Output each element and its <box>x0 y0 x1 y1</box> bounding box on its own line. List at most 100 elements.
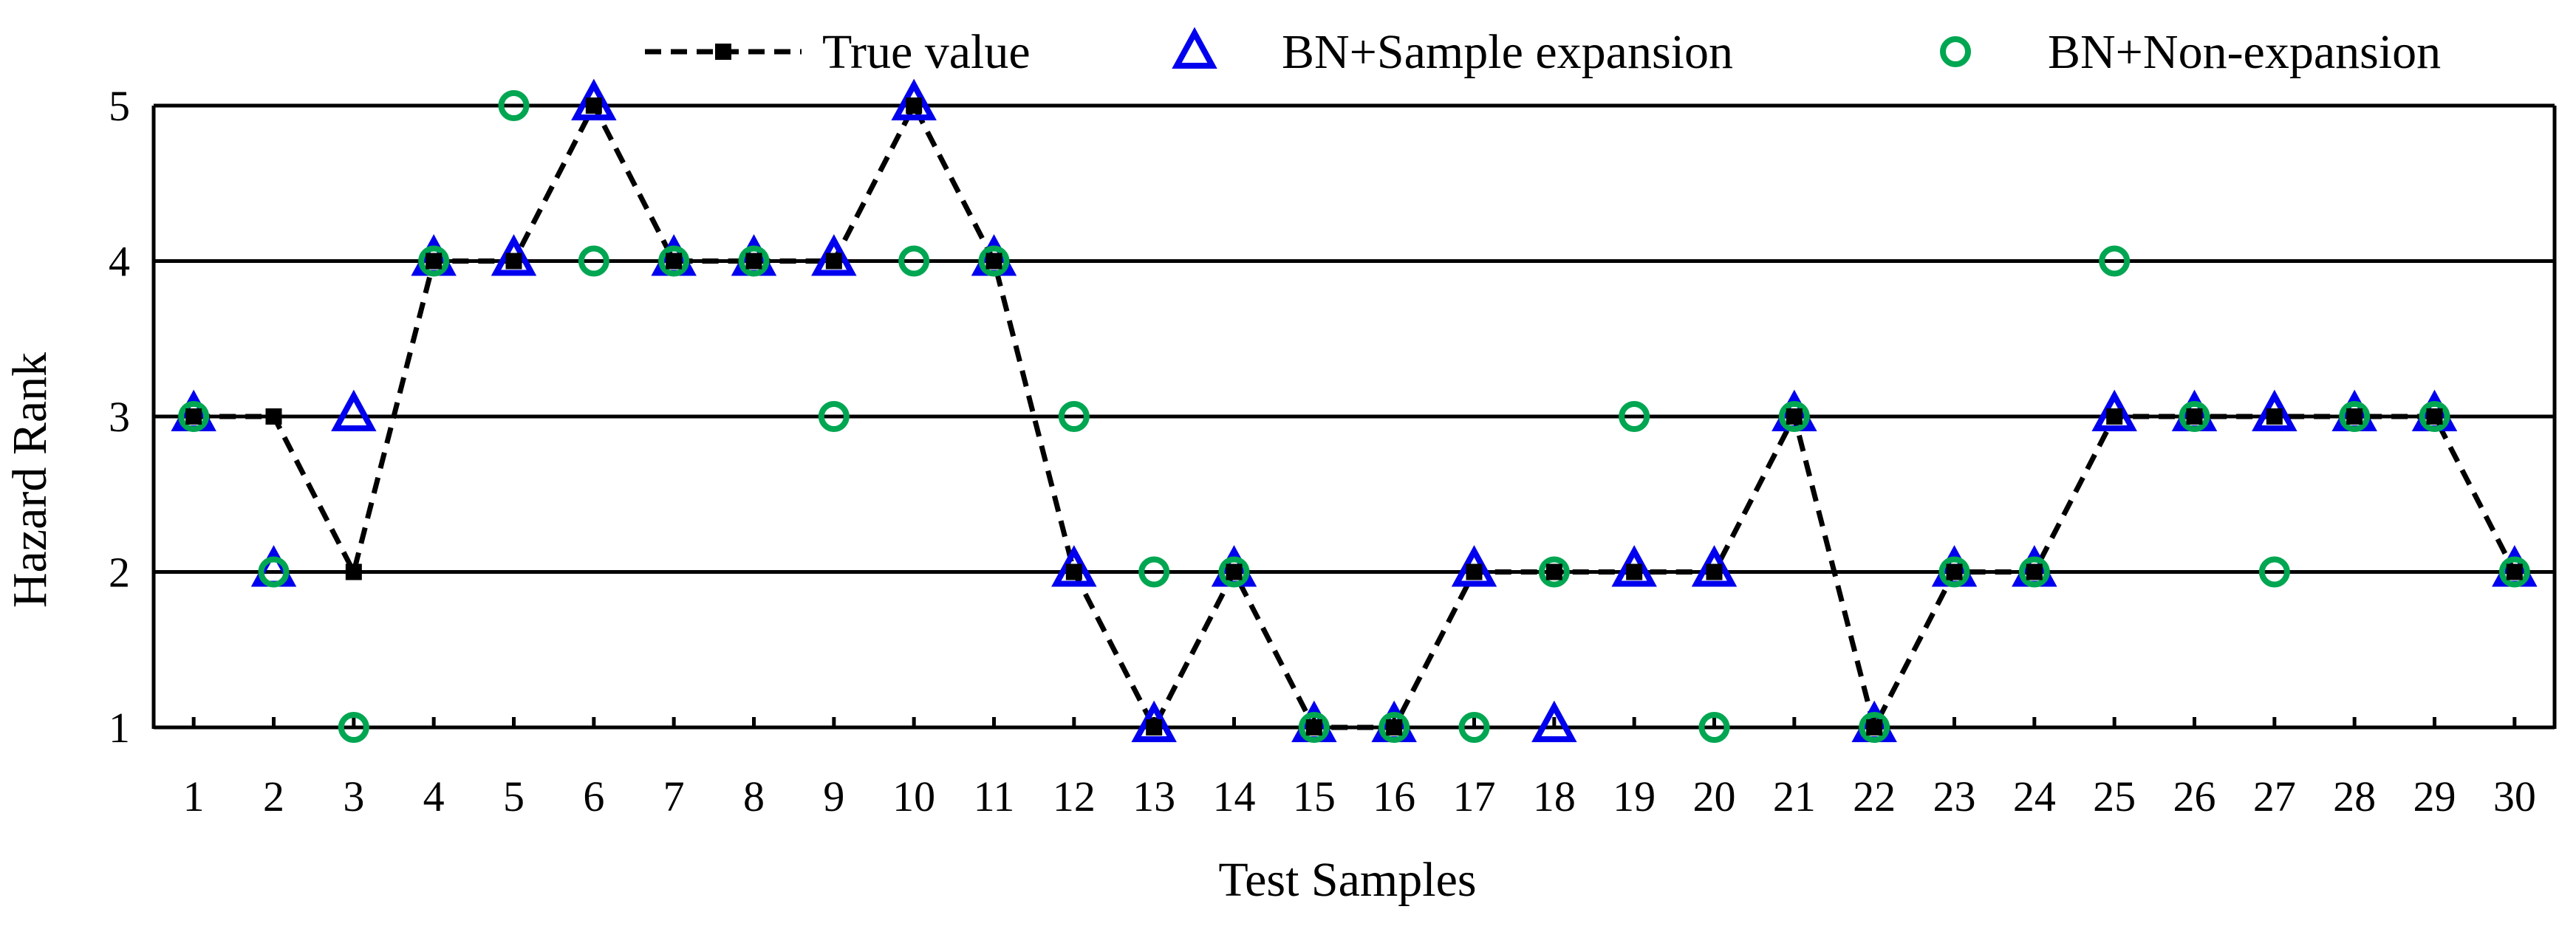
point-bn-non-expansion <box>1058 401 1090 432</box>
point-true-value <box>2186 408 2203 425</box>
x-tick-label: 14 <box>1213 772 1256 820</box>
point-true-value <box>2426 408 2443 425</box>
point-true-value <box>1146 719 1163 736</box>
point-true-value <box>585 97 602 114</box>
point-true-value <box>1466 563 1483 580</box>
point-true-value <box>2506 563 2523 580</box>
point-bn-non-expansion <box>2179 401 2210 432</box>
x-tick-label: 17 <box>1453 772 1496 820</box>
point-true-value <box>505 253 522 270</box>
point-bn-non-expansion <box>1778 401 1810 432</box>
point-true-value <box>185 408 202 425</box>
point-bn-non-expansion <box>2339 401 2371 432</box>
x-tick-label: 18 <box>1533 772 1576 820</box>
x-tick-label: 28 <box>2333 772 2376 820</box>
x-tick-label: 25 <box>2093 772 2136 820</box>
point-true-value <box>345 563 362 580</box>
point-bn-sample-expansion <box>2091 389 2137 431</box>
legend-marker-bn-non-expansion <box>1940 36 1971 67</box>
series-line-true-value <box>194 100 2517 735</box>
y-tick-label: 1 <box>109 704 130 752</box>
point-bn-non-expansion <box>2258 556 2290 588</box>
point-bn-non-expansion <box>2099 245 2131 277</box>
point-true-value <box>1386 719 1403 736</box>
point-bn-non-expansion <box>1298 712 1330 743</box>
x-tick-label: 24 <box>2013 772 2056 820</box>
point-true-value <box>666 253 683 270</box>
point-bn-non-expansion <box>1938 556 1970 588</box>
point-bn-sample-expansion <box>891 78 937 120</box>
x-tick-labels: 1 2 3 4 5 6 7 8 9 10 11 12 13 14 15 16 17 18 19 20 21 22 23 24 2… <box>183 772 2536 820</box>
point-bn-sample-expansion <box>811 234 857 276</box>
y-tick-label: 3 <box>109 393 130 441</box>
legend-label-bn-sample-expansion: BN+Sample expansion <box>1282 25 1733 79</box>
point-bn-sample-expansion <box>1051 545 1097 587</box>
point-true-value <box>2346 408 2363 425</box>
point-bn-non-expansion <box>658 245 690 277</box>
point-bn-non-expansion <box>258 556 290 588</box>
point-bn-non-expansion <box>418 245 450 277</box>
point-bn-sample-expansion <box>571 78 617 120</box>
point-bn-sample-expansion <box>1451 545 1497 587</box>
point-true-value <box>985 253 1002 270</box>
point-bn-non-expansion <box>738 245 770 277</box>
point-bn-non-expansion <box>898 245 930 277</box>
point-bn-sample-expansion <box>1611 545 1657 587</box>
point-bn-non-expansion <box>2498 556 2530 588</box>
point-bn-non-expansion <box>1378 712 1410 743</box>
point-bn-non-expansion <box>1138 556 1170 588</box>
point-bn-non-expansion <box>178 401 210 432</box>
x-tick-label: 16 <box>1373 772 1415 820</box>
y-axis-title: Hazard Rank <box>3 352 57 608</box>
x-tick-label: 8 <box>743 772 765 820</box>
point-true-value <box>745 253 762 270</box>
point-bn-sample-expansion <box>331 389 377 431</box>
legend: True value BN+Sample expansion BN+Non-expa… <box>645 25 2441 79</box>
plot-area <box>171 78 2538 743</box>
x-tick-label: 9 <box>823 772 844 820</box>
legend-label-bn-non-expansion: BN+Non-expansion <box>2048 25 2441 79</box>
x-tick-label: 22 <box>1853 772 1896 820</box>
x-tick-label: 19 <box>1613 772 1656 820</box>
point-bn-non-expansion <box>578 245 609 277</box>
point-bn-sample-expansion <box>1691 545 1738 587</box>
x-tick-label: 10 <box>892 772 935 820</box>
legend-marker-bn-sample-expansion <box>1172 27 1217 69</box>
point-bn-non-expansion <box>2419 401 2450 432</box>
point-true-value <box>2026 563 2043 580</box>
point-bn-non-expansion <box>978 245 1010 277</box>
point-bn-sample-expansion <box>2252 389 2297 431</box>
x-tick-label: 11 <box>974 772 1015 820</box>
x-tick-label: 4 <box>423 772 445 820</box>
point-true-value <box>1706 563 1723 580</box>
point-true-value <box>1065 563 1082 580</box>
point-bn-non-expansion <box>1218 556 1250 588</box>
x-tick-label: 6 <box>583 772 604 820</box>
point-true-value <box>426 253 443 270</box>
x-tick-label: 12 <box>1053 772 1096 820</box>
point-true-value <box>2266 408 2283 425</box>
point-bn-non-expansion <box>2018 556 2050 588</box>
x-tick-label: 1 <box>183 772 205 820</box>
y-tick-label: 5 <box>109 82 130 130</box>
point-true-value <box>1226 563 1243 580</box>
y-tick-label: 4 <box>109 238 130 286</box>
point-true-value <box>1786 408 1803 425</box>
x-tick-label: 21 <box>1773 772 1816 820</box>
x-axis-title: Test Samples <box>1218 853 1476 907</box>
point-true-value <box>1946 563 1963 580</box>
point-true-value <box>265 408 282 425</box>
point-bn-non-expansion <box>338 712 369 743</box>
point-bn-non-expansion <box>1458 712 1490 743</box>
x-tick-label: 26 <box>2173 772 2216 820</box>
x-tick-label: 13 <box>1132 772 1175 820</box>
point-true-value <box>1626 563 1643 580</box>
point-bn-non-expansion <box>1538 556 1570 588</box>
grid-lines <box>154 103 2555 730</box>
x-tick-label: 3 <box>343 772 364 820</box>
point-true-value <box>1866 719 1883 736</box>
point-bn-sample-expansion <box>1131 700 1177 742</box>
point-bn-non-expansion <box>1859 712 1890 743</box>
point-true-value <box>906 97 923 114</box>
